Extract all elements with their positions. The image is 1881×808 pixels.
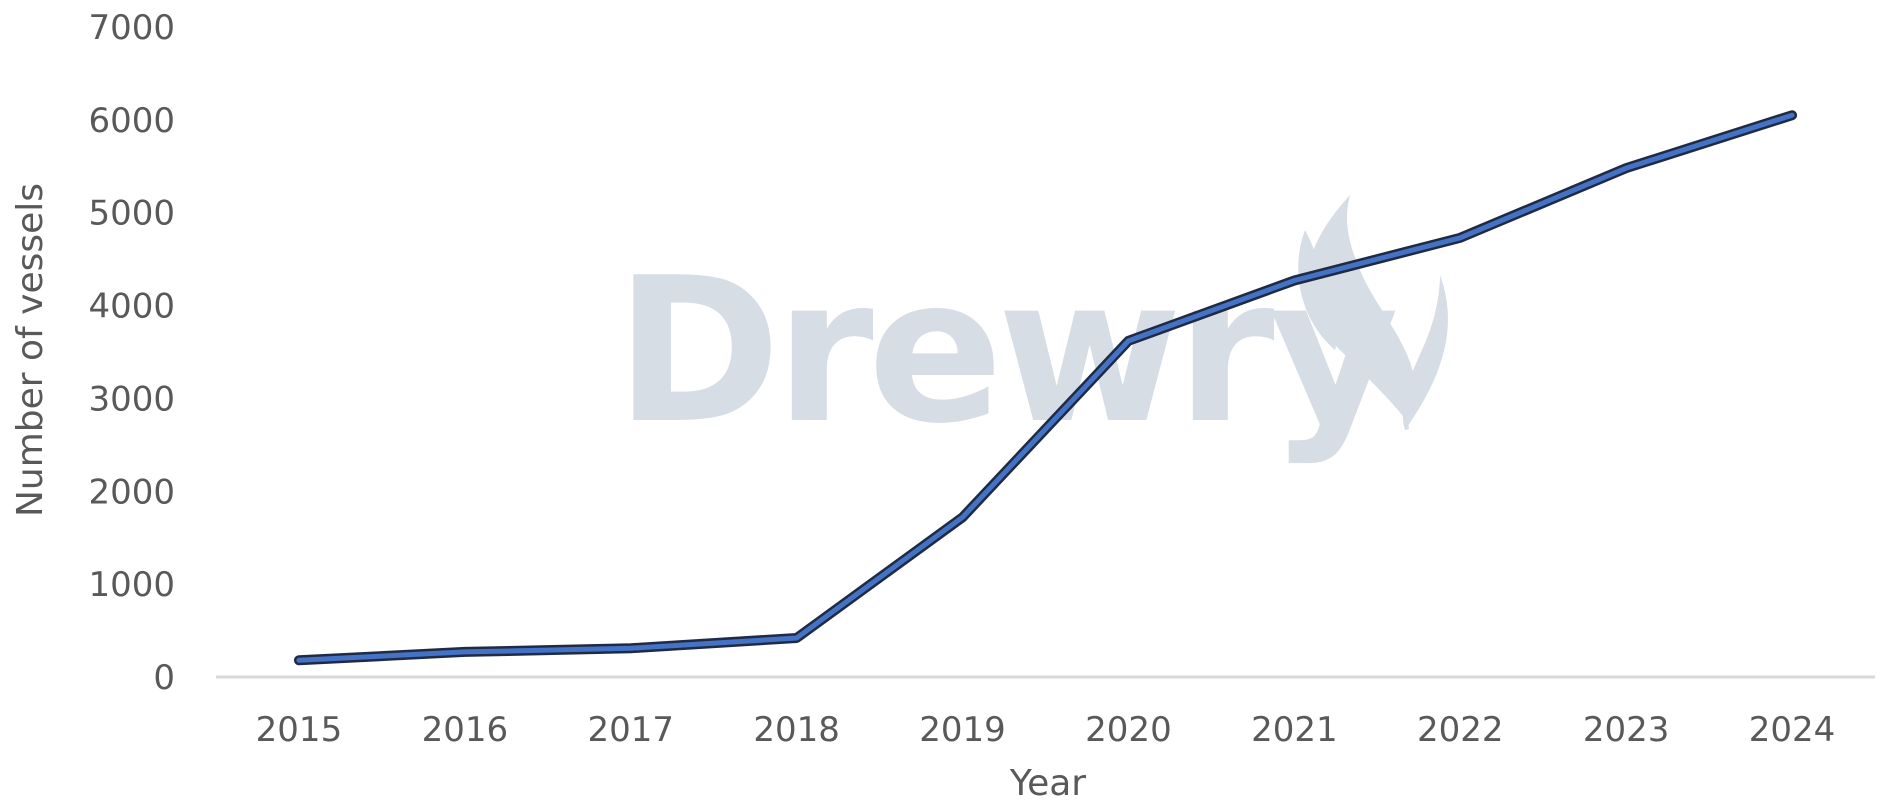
series-layer [293,110,1798,666]
watermark: Drewry [615,195,1448,468]
x-tick-label: 2023 [1583,710,1670,750]
y-tick-label: 2000 [88,472,175,512]
y-tick-label: 3000 [88,379,175,419]
y-axis-ticks: 0 1000 2000 3000 4000 5000 6000 7000 [88,8,175,698]
y-tick-label: 5000 [88,194,175,234]
y-tick-label: 6000 [88,101,175,141]
x-tick-label: 2021 [1251,710,1338,750]
y-tick-label: 0 [153,658,175,698]
x-tick-label: 2016 [422,710,509,750]
x-tick-label: 2017 [587,710,674,750]
x-axis-title: Year [1009,763,1086,804]
data-point [1624,166,1629,171]
watermark-text: Drewry [615,235,1396,468]
x-tick-label: 2022 [1417,710,1504,750]
x-axis-ticks: 2015 2016 2017 2018 2019 2020 2021 2022 2023 2024 [256,710,1836,750]
series-line [296,112,1795,663]
data-point [462,649,467,654]
data-point [1790,113,1795,118]
y-tick-label: 7000 [88,8,175,48]
y-axis-title: Number of vessels [10,183,51,517]
data-point [1292,278,1297,283]
watermark-flame-icon [1298,195,1448,430]
x-tick-label: 2020 [1085,710,1172,750]
data-point [794,636,799,640]
data-point [296,658,301,663]
y-tick-label: 1000 [88,565,175,605]
x-tick-label: 2018 [753,710,840,750]
data-point [628,646,633,651]
data-point [1458,235,1463,240]
x-tick-label: 2019 [919,710,1006,750]
y-tick-label: 4000 [88,287,175,327]
x-tick-label: 2015 [256,710,343,750]
x-tick-label: 2024 [1749,710,1836,750]
data-point [1126,338,1131,343]
data-point [960,515,965,520]
